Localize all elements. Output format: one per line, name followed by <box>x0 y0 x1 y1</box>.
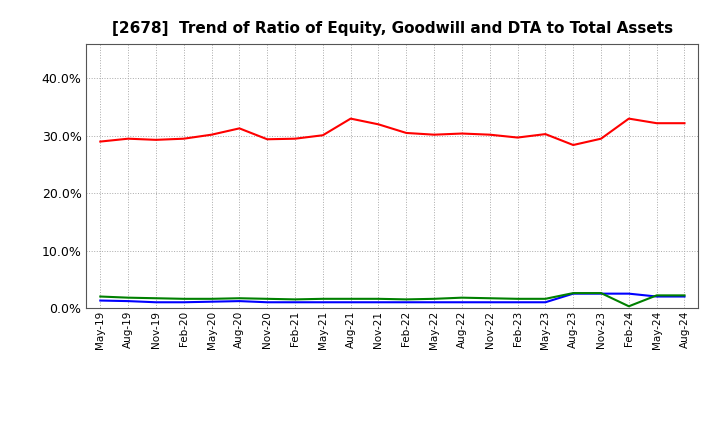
Deferred Tax Assets <box>124 295 132 301</box>
Equity <box>263 137 271 142</box>
Goodwill <box>152 300 161 305</box>
Line: Deferred Tax Assets: Deferred Tax Assets <box>100 293 685 306</box>
Line: Goodwill: Goodwill <box>100 293 685 302</box>
Goodwill <box>124 298 132 304</box>
Deferred Tax Assets <box>541 296 550 301</box>
Goodwill <box>458 300 467 305</box>
Deferred Tax Assets <box>513 296 522 301</box>
Equity <box>430 132 438 137</box>
Equity <box>374 122 383 127</box>
Goodwill <box>318 300 327 305</box>
Goodwill <box>624 291 633 296</box>
Goodwill <box>96 298 104 303</box>
Goodwill <box>291 300 300 305</box>
Deferred Tax Assets <box>152 296 161 301</box>
Goodwill <box>402 300 410 305</box>
Title: [2678]  Trend of Ratio of Equity, Goodwill and DTA to Total Assets: [2678] Trend of Ratio of Equity, Goodwil… <box>112 21 673 36</box>
Goodwill <box>235 298 243 304</box>
Goodwill <box>569 291 577 296</box>
Goodwill <box>485 300 494 305</box>
Goodwill <box>263 300 271 305</box>
Deferred Tax Assets <box>179 296 188 301</box>
Goodwill <box>597 291 606 296</box>
Deferred Tax Assets <box>235 296 243 301</box>
Deferred Tax Assets <box>374 296 383 301</box>
Equity <box>680 121 689 126</box>
Deferred Tax Assets <box>96 294 104 299</box>
Line: Equity: Equity <box>100 119 685 145</box>
Goodwill <box>513 300 522 305</box>
Goodwill <box>207 299 216 304</box>
Equity <box>485 132 494 137</box>
Equity <box>597 136 606 141</box>
Equity <box>402 130 410 136</box>
Deferred Tax Assets <box>569 290 577 296</box>
Deferred Tax Assets <box>458 295 467 301</box>
Equity <box>569 143 577 148</box>
Deferred Tax Assets <box>318 296 327 301</box>
Goodwill <box>346 300 355 305</box>
Goodwill <box>374 300 383 305</box>
Goodwill <box>680 294 689 299</box>
Equity <box>541 132 550 137</box>
Equity <box>513 135 522 140</box>
Equity <box>346 116 355 121</box>
Goodwill <box>652 294 661 299</box>
Goodwill <box>430 300 438 305</box>
Equity <box>652 121 661 126</box>
Deferred Tax Assets <box>624 304 633 309</box>
Deferred Tax Assets <box>597 290 606 296</box>
Deferred Tax Assets <box>291 297 300 302</box>
Deferred Tax Assets <box>652 293 661 298</box>
Equity <box>152 137 161 143</box>
Goodwill <box>541 300 550 305</box>
Equity <box>124 136 132 141</box>
Equity <box>291 136 300 141</box>
Equity <box>96 139 104 144</box>
Goodwill <box>179 300 188 305</box>
Deferred Tax Assets <box>680 293 689 298</box>
Deferred Tax Assets <box>263 296 271 301</box>
Equity <box>458 131 467 136</box>
Equity <box>318 132 327 138</box>
Deferred Tax Assets <box>346 296 355 301</box>
Deferred Tax Assets <box>485 296 494 301</box>
Deferred Tax Assets <box>207 296 216 301</box>
Equity <box>235 126 243 131</box>
Deferred Tax Assets <box>430 296 438 301</box>
Equity <box>624 116 633 121</box>
Equity <box>179 136 188 141</box>
Deferred Tax Assets <box>402 297 410 302</box>
Equity <box>207 132 216 137</box>
